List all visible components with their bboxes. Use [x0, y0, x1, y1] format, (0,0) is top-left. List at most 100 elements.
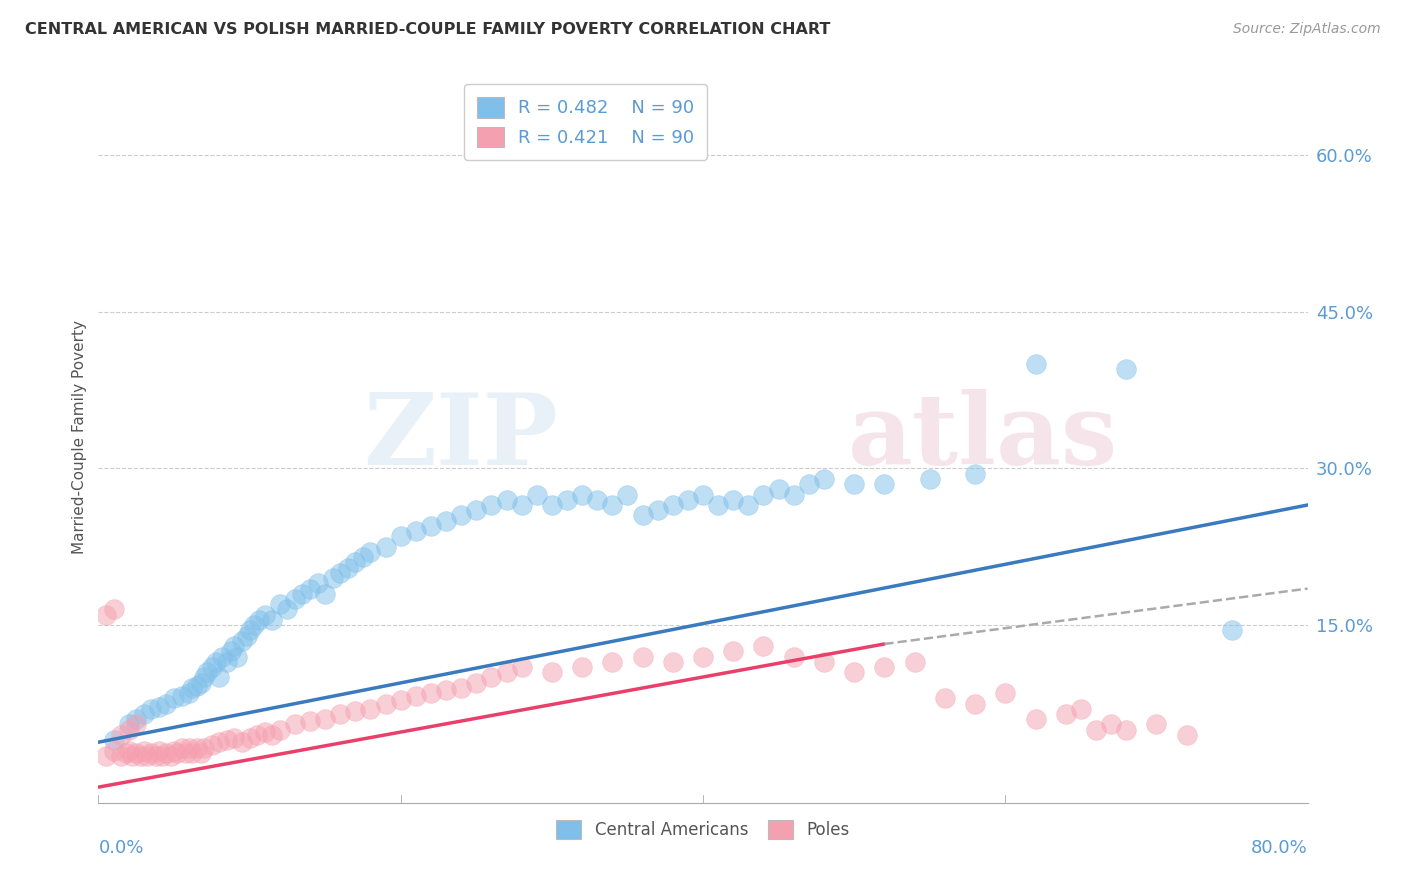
Point	[797, 477, 820, 491]
Point	[208, 735, 231, 749]
Point	[465, 675, 488, 690]
Point	[737, 498, 759, 512]
Point	[352, 550, 374, 565]
Point	[141, 702, 163, 716]
Point	[174, 746, 197, 760]
Point	[125, 712, 148, 726]
Point	[481, 670, 503, 684]
Point	[299, 582, 322, 596]
Point	[193, 741, 215, 756]
Point	[179, 741, 201, 756]
Point	[844, 665, 866, 680]
Point	[114, 746, 136, 760]
Point	[526, 487, 548, 501]
Point	[1144, 717, 1167, 731]
Point	[571, 487, 593, 501]
Text: Source: ZipAtlas.com: Source: ZipAtlas.com	[1233, 22, 1381, 37]
Point	[118, 717, 141, 731]
Point	[661, 655, 683, 669]
Point	[873, 477, 896, 491]
Point	[389, 693, 412, 707]
Point	[344, 704, 367, 718]
Point	[179, 686, 201, 700]
Point	[555, 492, 578, 507]
Point	[510, 498, 533, 512]
Point	[231, 735, 253, 749]
Point	[723, 492, 745, 507]
Point	[155, 746, 177, 760]
Point	[94, 607, 117, 622]
Point	[783, 649, 806, 664]
Point	[1099, 717, 1122, 731]
Point	[1070, 702, 1092, 716]
Point	[186, 741, 208, 756]
Point	[540, 498, 562, 512]
Point	[374, 697, 396, 711]
Point	[94, 748, 117, 763]
Point	[631, 649, 654, 664]
Point	[190, 746, 212, 760]
Point	[125, 746, 148, 760]
Point	[103, 602, 125, 616]
Point	[495, 665, 517, 680]
Point	[148, 743, 170, 757]
Point	[246, 728, 269, 742]
Point	[586, 492, 609, 507]
Point	[813, 472, 835, 486]
Point	[602, 655, 624, 669]
Point	[253, 724, 276, 739]
Point	[752, 487, 775, 501]
Point	[616, 487, 638, 501]
Point	[336, 560, 359, 574]
Point	[166, 746, 188, 760]
Point	[661, 498, 683, 512]
Point	[224, 731, 246, 745]
Text: atlas: atlas	[848, 389, 1118, 485]
Point	[450, 681, 472, 695]
Point	[994, 686, 1017, 700]
Point	[314, 712, 336, 726]
Y-axis label: Married-Couple Family Poverty: Married-Couple Family Poverty	[72, 320, 87, 554]
Point	[221, 644, 243, 658]
Point	[195, 665, 218, 680]
Point	[231, 633, 253, 648]
Point	[420, 686, 443, 700]
Point	[160, 748, 183, 763]
Point	[193, 670, 215, 684]
Point	[1220, 624, 1243, 638]
Point	[631, 508, 654, 523]
Point	[150, 748, 173, 763]
Point	[239, 624, 262, 638]
Point	[374, 540, 396, 554]
Point	[1115, 723, 1137, 737]
Point	[647, 503, 669, 517]
Point	[405, 524, 427, 538]
Point	[226, 649, 249, 664]
Point	[420, 519, 443, 533]
Point	[110, 748, 132, 763]
Point	[1054, 706, 1077, 721]
Point	[329, 706, 352, 721]
Point	[1175, 728, 1198, 742]
Point	[434, 682, 457, 697]
Point	[186, 679, 208, 693]
Point	[299, 714, 322, 729]
Point	[918, 472, 941, 486]
Point	[481, 498, 503, 512]
Point	[103, 743, 125, 757]
Point	[360, 702, 382, 716]
Point	[291, 587, 314, 601]
Point	[181, 746, 204, 760]
Point	[276, 602, 298, 616]
Point	[965, 697, 987, 711]
Point	[125, 717, 148, 731]
Point	[208, 670, 231, 684]
Point	[141, 746, 163, 760]
Point	[215, 655, 238, 669]
Point	[170, 690, 193, 704]
Point	[322, 571, 344, 585]
Point	[676, 492, 699, 507]
Point	[405, 690, 427, 704]
Point	[965, 467, 987, 481]
Point	[269, 597, 291, 611]
